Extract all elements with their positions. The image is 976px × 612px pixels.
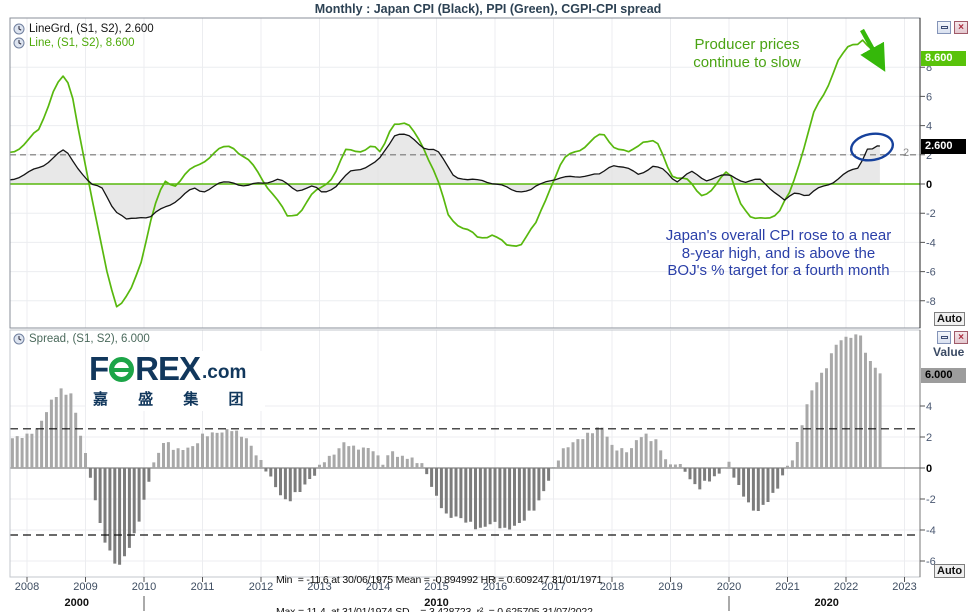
minimize-icon[interactable] — [937, 331, 951, 344]
panel2-ytick-label: -6 — [926, 556, 936, 568]
ppi-decline-arrow-icon — [860, 28, 886, 72]
forex-logo-wordmark: F REX .com — [89, 352, 257, 385]
x-year-label: 2012 — [249, 581, 273, 593]
forex-logo: F REX .com 嘉 盛 集 团 — [86, 351, 265, 411]
x-decade-label: 2000 — [64, 597, 88, 609]
panel1-ytick-label: -8 — [926, 296, 936, 308]
x-year-label: 2019 — [658, 581, 682, 593]
x-year-label: 2021 — [775, 581, 799, 593]
panel1-ytick-label: -2 — [926, 208, 936, 220]
spread-statistics: Min = -11.6 at 30/06/1975 Mean = -0.8949… — [276, 553, 602, 612]
panel1-window-controls: × — [937, 21, 968, 34]
panel2-ytick-label: -2 — [926, 494, 936, 506]
dashed-line-level-label: 2 — [903, 147, 910, 159]
panel2-auto-scale-button[interactable]: Auto — [934, 564, 966, 578]
x-year-label: 2013 — [307, 581, 331, 593]
x-year-label: 2014 — [366, 581, 390, 593]
legend-label-cpi: LineGrd, (S1, S2), 2.600 — [29, 23, 154, 35]
x-year-label: 2022 — [834, 581, 858, 593]
x-year-label: 2011 — [191, 581, 215, 593]
annotation-line: continue to slow — [693, 54, 801, 71]
stats-line-max: Max = 11.4 at 31/01/1974 SD = 3.428723 r… — [276, 605, 593, 612]
panel2-ytick-label: 0 — [926, 463, 932, 475]
clock-icon[interactable] — [13, 37, 25, 49]
annotation-line: Producer prices — [694, 36, 800, 53]
chart-title: Monthly : Japan CPI (Black), PPI (Green)… — [314, 2, 662, 16]
x-year-label: 2017 — [541, 581, 565, 593]
close-icon[interactable]: × — [954, 21, 968, 34]
x-year-label: 2016 — [483, 581, 507, 593]
x-year-label: 2015 — [424, 581, 448, 593]
ppi-line — [10, 39, 881, 308]
ppi-last-value-badge: 8.600 — [921, 51, 966, 66]
panel1-ytick-label: -6 — [926, 267, 936, 279]
annotation-cpi-target: Japan's overall CPI rose to a near 8-yea… — [616, 227, 941, 280]
panel2-ytick-label: -4 — [926, 525, 936, 537]
x-decade-label: 2010 — [424, 597, 448, 609]
x-decade-label: 2020 — [814, 597, 838, 609]
value-axis-label: Value — [933, 345, 965, 359]
logo-dot-com: .com — [202, 361, 247, 383]
cpi-line — [10, 133, 880, 220]
x-year-label: 2010 — [132, 581, 156, 593]
panel1-ytick-label: 4 — [926, 121, 932, 133]
spread-bars-negative — [88, 468, 785, 565]
panel1-ytick-label: 0 — [926, 179, 932, 191]
cpi-area-fill — [10, 134, 880, 219]
panel1-ytick-label: 6 — [926, 91, 932, 103]
panel1-ytick-label: -4 — [926, 237, 936, 249]
axis-tick-marks — [26, 66, 925, 611]
annotation-line: BOJ's % target for a fourth month — [667, 262, 890, 279]
clock-icon[interactable] — [13, 23, 25, 35]
panel2-ytick-label: 2 — [926, 432, 932, 444]
annotation-line: Japan's overall CPI rose to a near — [665, 227, 892, 244]
x-year-label: 2023 — [892, 581, 916, 593]
legend-label-spread: Spread, (S1, S2), 6.000 — [29, 333, 150, 345]
clock-icon[interactable] — [13, 333, 25, 345]
panel1-auto-scale-button[interactable]: Auto — [934, 312, 966, 326]
cpi-last-value-badge: 2.600 — [921, 139, 966, 154]
x-year-label: 2008 — [15, 581, 39, 593]
legend-row-spread[interactable]: Spread, (S1, S2), 6.000 — [13, 333, 150, 345]
cpi-highlight-ellipse — [849, 132, 895, 162]
spread-last-value-badge: 6.000 — [921, 368, 966, 383]
spread-bars-positive — [10, 334, 882, 468]
stats-line-min: Min = -11.6 at 30/06/1975 Mean = -0.8949… — [276, 573, 603, 586]
x-year-label: 2018 — [600, 581, 624, 593]
minimize-icon[interactable] — [937, 21, 951, 34]
annotation-producer-prices: Producer prices continue to slow — [635, 36, 859, 72]
annotation-line: 8-year high, and is above the — [681, 244, 876, 262]
close-icon[interactable]: × — [954, 331, 968, 344]
legend-row-ppi[interactable]: Line, (S1, S2), 8.600 — [13, 37, 134, 49]
panel1-ytick-label: 2 — [926, 150, 932, 162]
legend-row-cpi[interactable]: LineGrd, (S1, S2), 2.600 — [13, 23, 154, 35]
x-year-label: 2020 — [717, 581, 741, 593]
x-year-label: 2009 — [73, 581, 97, 593]
panel1-ytick-label: 8 — [926, 62, 932, 74]
logo-chinese-name: 嘉 盛 集 团 — [93, 391, 257, 408]
legend-label-ppi: Line, (S1, S2), 8.600 — [29, 37, 135, 49]
logo-letter-f: F — [89, 350, 109, 387]
panel2-ytick-label: 4 — [926, 401, 932, 413]
panel2-window-controls: × — [937, 331, 968, 344]
logo-o-icon — [109, 357, 135, 382]
logo-letters-rex: REX — [135, 350, 201, 387]
